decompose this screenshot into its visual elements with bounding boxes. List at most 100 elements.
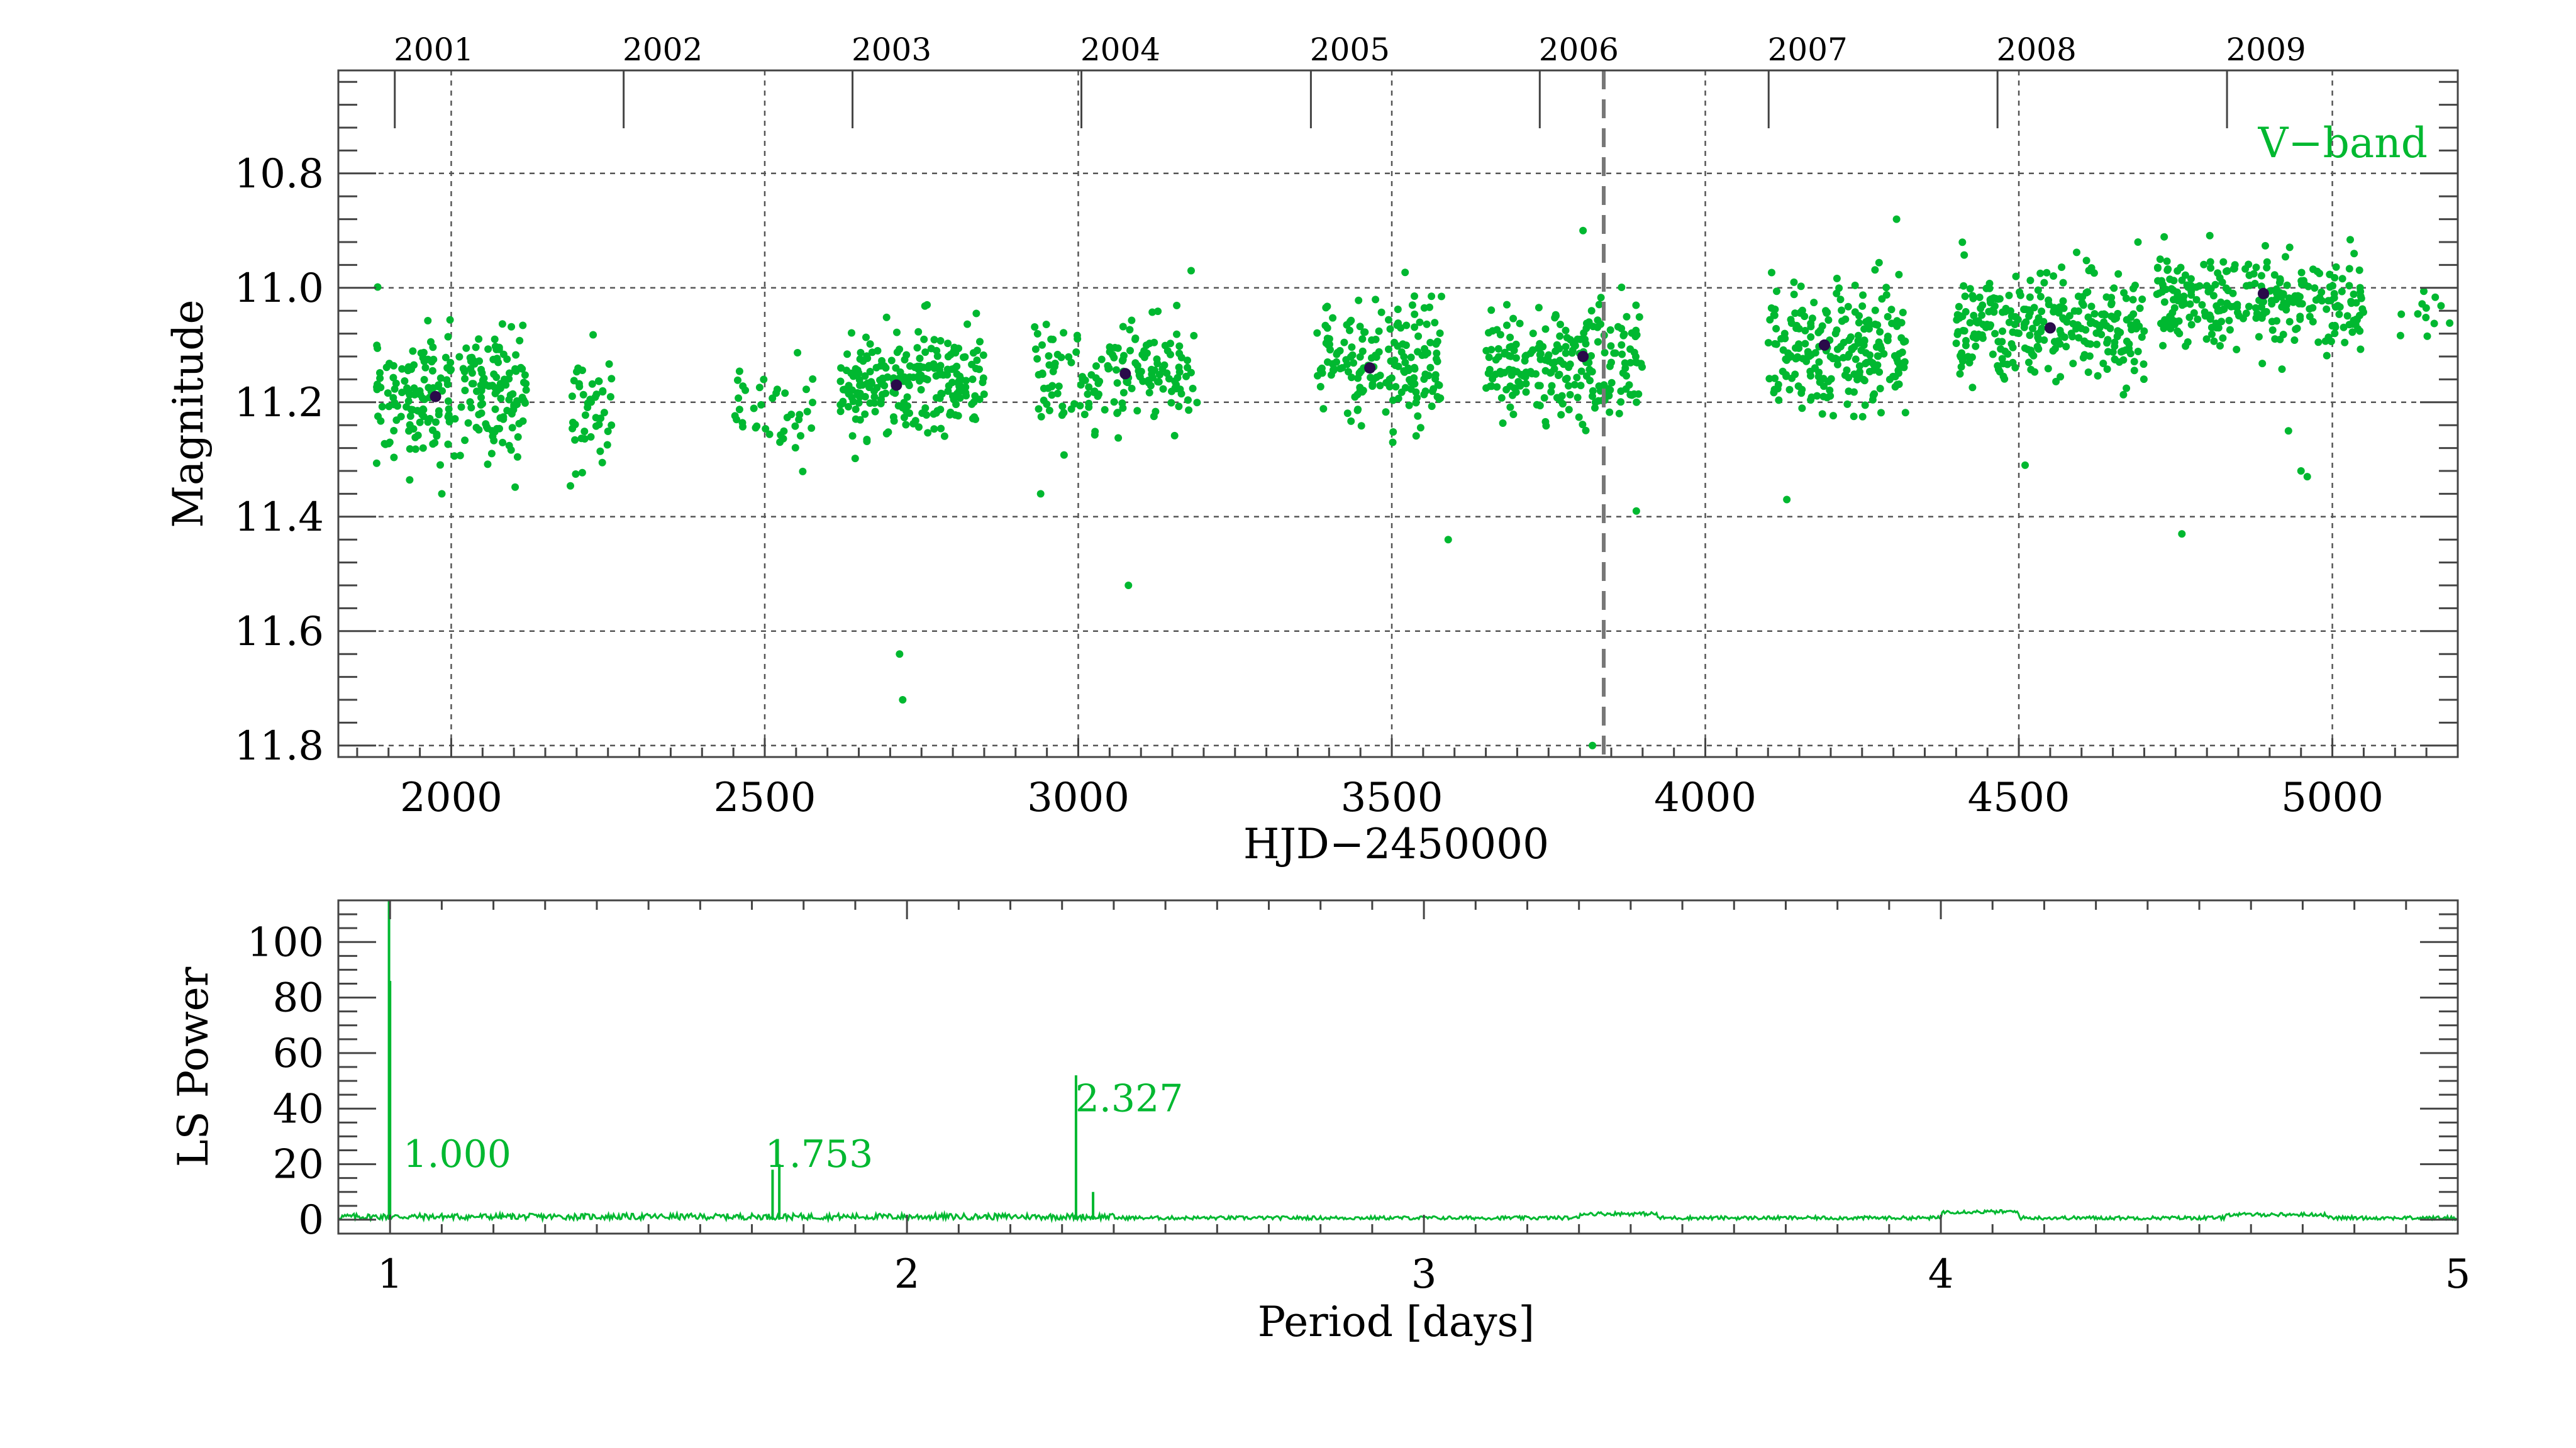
data-point: [1893, 380, 1901, 389]
data-point: [734, 376, 741, 384]
data-point: [599, 387, 607, 395]
data-point: [506, 369, 513, 377]
data-point: [512, 351, 520, 359]
data-point: [1638, 363, 1646, 371]
data-point: [1790, 290, 1798, 299]
data-point: [1614, 323, 1622, 331]
data-point: [1411, 365, 1419, 373]
data-point: [791, 422, 799, 430]
periodogram-frame: [337, 899, 2459, 1235]
data-point: [392, 379, 400, 387]
data-point: [866, 368, 874, 375]
outlier-point: [1632, 507, 1640, 515]
data-point: [2103, 365, 2111, 373]
data-point: [2331, 303, 2340, 311]
data-point: [1568, 346, 1577, 355]
data-point: [2282, 306, 2290, 314]
data-point: [1485, 353, 1493, 362]
peak-label: 1.000: [403, 1132, 511, 1176]
data-point: [1595, 301, 1603, 309]
data-point: [1501, 368, 1509, 377]
data-point: [1482, 346, 1491, 355]
data-point: [491, 389, 499, 397]
power-tick-label: 80: [273, 975, 324, 1022]
data-point: [1356, 368, 1364, 377]
data-point: [2114, 270, 2123, 278]
data-point: [870, 393, 879, 401]
data-point: [2110, 315, 2118, 323]
data-point: [2234, 309, 2241, 316]
data-point: [920, 335, 928, 343]
data-point: [1497, 394, 1506, 402]
data-point: [1489, 327, 1497, 335]
period-tick-labels: 1 2 3 4 5: [377, 1251, 2471, 1298]
data-point: [468, 380, 476, 388]
data-point: [1372, 296, 1380, 304]
data-point: [2324, 297, 2333, 305]
data-point: [848, 432, 857, 440]
data-point: [1509, 314, 1518, 323]
period-tick-label: 3: [1411, 1251, 1437, 1298]
data-point: [406, 445, 414, 453]
data-point: [581, 411, 589, 419]
data-point: [2285, 297, 2293, 306]
data-point: [924, 364, 932, 372]
data-point: [575, 382, 584, 390]
data-point: [2156, 255, 2164, 263]
data-point: [1031, 323, 1039, 331]
data-point: [2097, 331, 2106, 338]
data-point: [2268, 326, 2277, 334]
data-point: [521, 371, 529, 379]
data-point: [1033, 329, 1041, 338]
data-point: [2087, 264, 2096, 272]
data-point: [1513, 368, 1521, 376]
data-point: [2158, 288, 2166, 296]
data-point: [1563, 334, 1571, 342]
data-point: [1035, 371, 1043, 379]
data-point: [419, 405, 427, 413]
data-point: [511, 366, 519, 374]
data-point: [1562, 349, 1570, 357]
data-point: [1522, 388, 1530, 396]
data-point: [1184, 363, 1192, 372]
data-point: [1868, 359, 1877, 367]
data-point: [1826, 386, 1834, 394]
data-point: [2160, 298, 2168, 306]
data-point: [735, 406, 743, 414]
data-point: [1358, 347, 1367, 355]
data-point: [517, 363, 525, 372]
data-point: [2097, 311, 2106, 318]
data-point: [961, 353, 969, 361]
data-point: [917, 371, 925, 379]
data-point: [2243, 282, 2251, 290]
data-point: [1959, 326, 1967, 334]
data-point: [1060, 451, 1068, 459]
outlier-point: [2297, 467, 2305, 475]
data-point: [2338, 287, 2346, 296]
data-point: [1836, 296, 1845, 304]
data-point: [488, 427, 496, 435]
outlier-point: [1783, 495, 1791, 504]
data-point: [791, 444, 799, 452]
data-point: [2293, 324, 2301, 333]
data-point: [2332, 263, 2340, 271]
power-tick-label: 100: [247, 919, 324, 966]
data-point: [2422, 304, 2430, 312]
y-tick-labels: 10.8 11.0 11.2 11.4 11.6 11.8: [235, 151, 325, 770]
data-point: [1493, 383, 1501, 391]
data-point: [741, 386, 750, 394]
data-point: [475, 335, 483, 343]
data-point: [2050, 272, 2058, 280]
seasonal-mean-point: [1119, 368, 1131, 380]
data-point: [426, 414, 434, 423]
data-point: [2263, 258, 2271, 266]
data-point: [840, 385, 847, 394]
data-point: [845, 390, 853, 398]
seasonal-mean-point: [430, 390, 441, 402]
data-point: [1175, 342, 1184, 350]
data-point: [2038, 307, 2046, 316]
data-point: [1862, 349, 1870, 357]
data-point: [1353, 406, 1362, 414]
data-point: [2324, 333, 2333, 341]
data-point: [1167, 350, 1174, 358]
